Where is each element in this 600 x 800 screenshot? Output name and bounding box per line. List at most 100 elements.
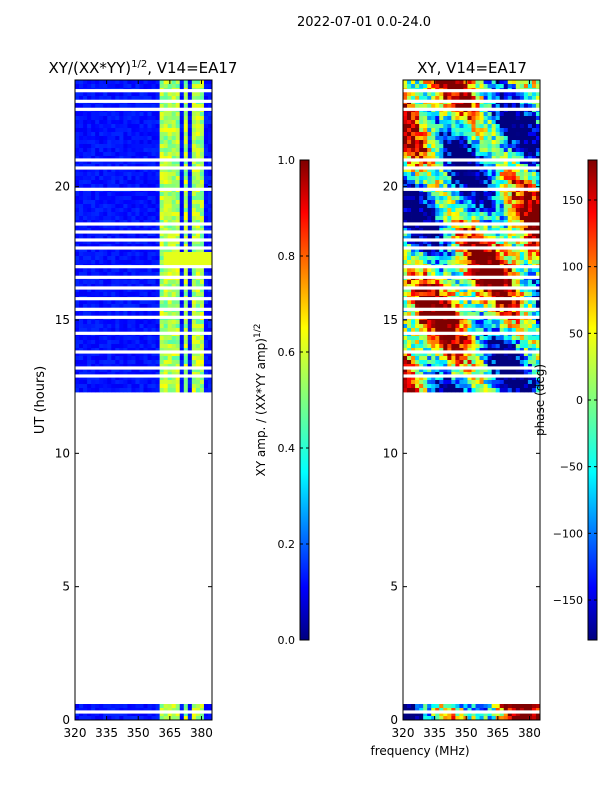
heatmap-cell — [151, 180, 156, 185]
heatmap-cell — [455, 104, 460, 109]
heatmap-cell — [111, 288, 116, 293]
heatmap-cell — [79, 348, 84, 353]
heatmap-cell — [511, 704, 517, 709]
heatmap-cell — [507, 244, 513, 249]
heatmap-cell — [475, 224, 480, 229]
heatmap-cell — [151, 232, 156, 237]
heatmap-cell — [127, 96, 132, 101]
heatmap-cell — [203, 80, 209, 85]
heatmap-cell — [143, 180, 148, 185]
heatmap-cell — [127, 356, 132, 361]
heatmap-cell — [483, 124, 489, 129]
heatmap-cell — [407, 116, 412, 121]
heatmap-cell — [127, 336, 132, 341]
heatmap-cell — [531, 240, 537, 245]
heatmap-cell — [499, 92, 505, 97]
heatmap-cell — [479, 708, 484, 713]
heatmap-cell — [491, 184, 497, 189]
heatmap-cell — [447, 300, 452, 305]
heatmap-cell — [407, 272, 412, 277]
heatmap-cell — [431, 252, 436, 257]
heatmap-cell — [439, 80, 444, 85]
heatmap-cell — [75, 340, 80, 345]
heatmap-cell — [455, 268, 460, 273]
heatmap-cell — [131, 140, 136, 145]
heatmap-cell — [167, 224, 173, 229]
heatmap-cell — [151, 116, 156, 121]
heatmap-cell — [535, 192, 541, 197]
heatmap-cell — [163, 124, 169, 129]
heatmap-cell — [523, 180, 529, 185]
heatmap-cell — [143, 128, 148, 133]
heatmap-cell — [147, 236, 152, 241]
heatmap-cell — [207, 348, 213, 353]
heatmap-cell — [191, 92, 197, 97]
heatmap-cell — [487, 268, 493, 273]
heatmap-cell — [191, 280, 197, 285]
heatmap-cell — [499, 128, 505, 133]
heatmap-cell — [523, 104, 529, 109]
heatmap-cell — [131, 304, 136, 309]
heatmap-cell — [199, 252, 205, 257]
heatmap-cell — [123, 292, 128, 297]
heatmap-cell — [107, 344, 112, 349]
heatmap-cell — [479, 272, 484, 277]
heatmap-cell — [103, 320, 108, 325]
heatmap-cell — [167, 120, 173, 125]
heatmap-cell — [423, 248, 428, 253]
heatmap-cell — [103, 284, 108, 289]
heatmap-cell — [175, 376, 181, 381]
heatmap-cell — [459, 140, 464, 145]
heatmap-cell — [411, 312, 416, 317]
heatmap-cell — [111, 196, 116, 201]
heatmap-cell — [467, 704, 472, 709]
heatmap-cell — [459, 104, 464, 109]
heatmap-cell — [463, 232, 468, 237]
heatmap-cell — [443, 288, 448, 293]
heatmap-cell — [499, 80, 505, 85]
heatmap-cell — [79, 252, 84, 257]
heatmap-cell — [111, 236, 116, 241]
heatmap-cell — [199, 128, 205, 133]
heatmap-cell — [87, 268, 92, 273]
heatmap-cell — [199, 92, 205, 97]
heatmap-cell — [83, 380, 88, 385]
heatmap-cell — [527, 252, 533, 257]
heatmap-cell — [159, 252, 165, 257]
heatmap-cell — [75, 136, 80, 141]
heatmap-cell — [447, 292, 452, 297]
heatmap-cell — [491, 708, 497, 713]
heatmap-cell — [467, 252, 472, 257]
heatmap-cell — [491, 252, 497, 257]
heatmap-cell — [127, 304, 132, 309]
heatmap-cell — [495, 136, 501, 141]
heatmap-cell — [199, 704, 205, 709]
heatmap-cell — [435, 256, 440, 261]
x-tick-label: 320 — [64, 726, 87, 740]
heatmap-cell — [191, 348, 197, 353]
heatmap-cell — [483, 92, 489, 97]
heatmap-cell — [115, 144, 120, 149]
heatmap-cell — [111, 136, 116, 141]
heatmap-cell — [195, 104, 201, 109]
heatmap-cell — [203, 120, 209, 125]
heatmap-cell — [123, 380, 128, 385]
heatmap-cell — [135, 148, 140, 153]
heatmap-cell — [407, 224, 412, 229]
heatmap-cell — [131, 384, 136, 389]
heatmap-cell — [151, 380, 156, 385]
heatmap-cell — [87, 344, 92, 349]
heatmap-cell — [415, 96, 420, 101]
heatmap-cell — [87, 220, 92, 225]
heatmap-cell — [431, 224, 436, 229]
heatmap-cell — [479, 716, 484, 721]
heatmap-cell — [451, 260, 456, 265]
heatmap-cell — [127, 224, 132, 229]
gap-row — [75, 187, 212, 191]
gap-row — [75, 89, 212, 93]
heatmap-cell — [123, 240, 128, 245]
heatmap-cell — [119, 148, 124, 153]
heatmap-cell — [435, 704, 440, 709]
heatmap-cell — [123, 304, 128, 309]
heatmap-cell — [139, 184, 144, 189]
